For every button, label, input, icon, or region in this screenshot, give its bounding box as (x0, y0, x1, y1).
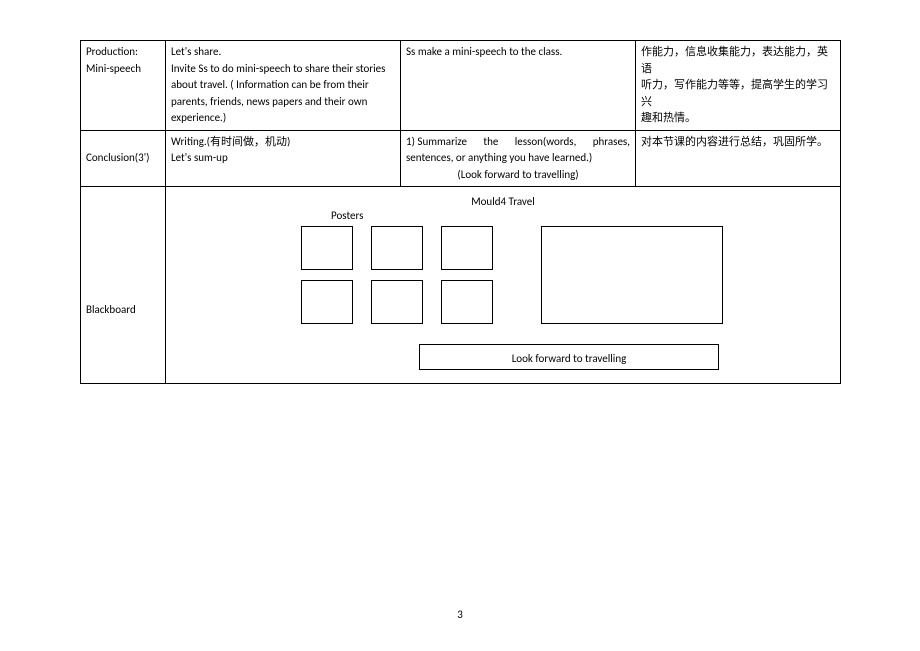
poster-box (301, 280, 353, 324)
blackboard-diagram: Mould4 Travel Posters Look forward to tr… (171, 190, 835, 380)
text: Production: (86, 44, 160, 61)
text: Ss make a mini-speech to the class. (406, 44, 630, 61)
poster-box (371, 226, 423, 270)
poster-box (301, 226, 353, 270)
cell-teacher: Writing.(有时间做，机动) Let's sum-up (166, 130, 401, 187)
cell-stage: Production: Mini-speech (81, 41, 166, 131)
cell-aim: 作能力，信息收集能力，表达能力，英语 听力，写作能力等等，提高学生的学习兴 趣和… (636, 41, 841, 131)
text: 作能力，信息收集能力，表达能力，英语 (641, 44, 835, 77)
poster-box (371, 280, 423, 324)
text: Invite Ss to do mini-speech to share the… (171, 61, 395, 78)
text: phrases, (593, 134, 630, 151)
page-number: 3 (457, 608, 463, 621)
lesson-table: Production: Mini-speech Let's share. Inv… (80, 40, 841, 384)
poster-box (441, 226, 493, 270)
table-row: Conclusion(3') Writing.(有时间做，机动) Let's s… (81, 130, 841, 187)
big-box (541, 226, 723, 324)
text: (Look forward to travelling) (406, 167, 630, 184)
cell-student: Ss make a mini-speech to the class. (401, 41, 636, 131)
text: sentences, or anything you have learned.… (406, 150, 630, 167)
text: Blackboard (86, 302, 160, 319)
text: Conclusion(3') (86, 150, 160, 167)
text: Writing.(有时间做，机动) (171, 134, 395, 151)
blackboard-cell: Mould4 Travel Posters Look forward to tr… (166, 187, 841, 384)
text: 1) Summarize the lesson(words, phrases, (406, 134, 630, 151)
cell-aim: 对本节课的内容进行总结，巩固所学。 (636, 130, 841, 187)
poster-box (441, 280, 493, 324)
text: lesson(words, (515, 134, 577, 151)
text: Mini-speech (86, 61, 160, 78)
cell-stage: Conclusion(3') (81, 130, 166, 187)
posters-label: Posters (331, 208, 363, 225)
text: the (483, 134, 498, 151)
text: 趣和热情。 (641, 110, 835, 127)
blackboard-title: Mould4 Travel (471, 194, 535, 211)
text: 1) Summarize (406, 134, 467, 151)
text: 对本节课的内容进行总结，巩固所学。 (641, 134, 835, 151)
text: parents, friends, news papers and their … (171, 94, 395, 111)
table-row: Production: Mini-speech Let's share. Inv… (81, 41, 841, 131)
cell-student: 1) Summarize the lesson(words, phrases, … (401, 130, 636, 187)
page: Production: Mini-speech Let's share. Inv… (0, 0, 920, 384)
text: experience.) (171, 110, 395, 127)
text: Let's sum-up (171, 150, 395, 167)
cell-stage: Blackboard (81, 187, 166, 384)
table-row: Blackboard Mould4 Travel Posters Look fo… (81, 187, 841, 384)
lookforward-box: Look forward to travelling (419, 344, 719, 370)
cell-teacher: Let's share. Invite Ss to do mini-speech… (166, 41, 401, 131)
text: Let's share. (171, 44, 395, 61)
text: 听力，写作能力等等，提高学生的学习兴 (641, 77, 835, 110)
text: about travel. ( Information can be from … (171, 77, 395, 94)
